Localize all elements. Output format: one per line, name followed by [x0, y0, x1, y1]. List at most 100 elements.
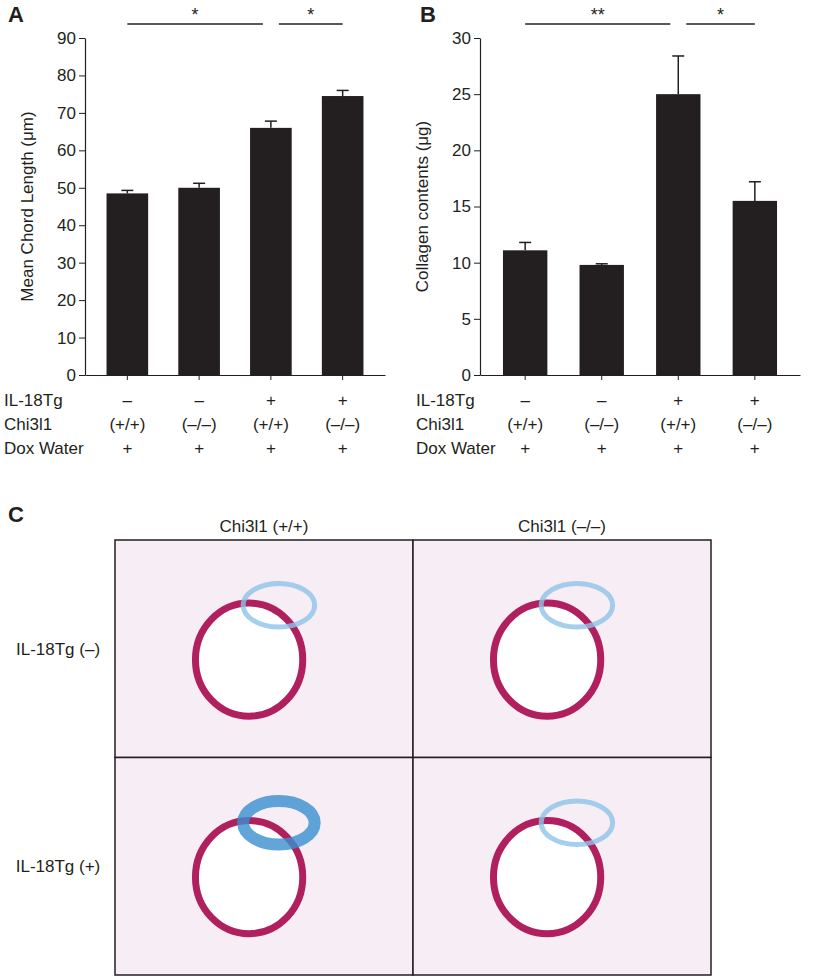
y-axis: 0 5 10 15 20 25 30: [452, 29, 480, 385]
tick-mark: [754, 375, 755, 380]
tick-label: 25: [452, 85, 471, 104]
condition-value: +: [338, 391, 348, 410]
tick: [199, 375, 200, 380]
condition-value: +: [750, 391, 760, 410]
tick-mark: [474, 375, 480, 376]
tick-mark: [79, 263, 85, 264]
chart: B051015202530Collagen contents (μg)IL-18…: [413, 2, 801, 458]
condition-value: +: [597, 439, 607, 458]
tick: 0: [462, 366, 480, 385]
error-bar: [749, 182, 761, 201]
error-bar: [519, 242, 531, 250]
tick-label: 15: [452, 197, 471, 216]
row-label: Dox Water: [4, 439, 84, 458]
error-bar: [193, 183, 205, 187]
tick-mark: [525, 375, 526, 380]
error-bar: [337, 90, 349, 96]
micrograph: [413, 540, 711, 758]
significance-label: *: [717, 5, 724, 25]
error-stem: [524, 242, 526, 250]
tick: 30: [57, 254, 85, 273]
condition-value: –: [520, 391, 530, 410]
condition-value: +: [673, 391, 683, 410]
error-stem: [754, 182, 756, 201]
tick: 25: [452, 85, 480, 104]
micrograph-frame: [413, 758, 711, 976]
tick: 30: [452, 29, 480, 48]
micrograph-frame: [413, 540, 711, 758]
tick-mark: [474, 207, 480, 208]
tick: [525, 375, 526, 380]
tick: [678, 375, 679, 380]
collagen-stain: [243, 801, 315, 845]
error-cap: [596, 263, 608, 265]
tick-label: 20: [57, 291, 76, 310]
condition-value: (–/–): [737, 415, 772, 434]
error-cap: [749, 181, 761, 183]
bar: [656, 94, 700, 375]
tick-mark: [79, 75, 85, 76]
axis-line: [481, 375, 801, 376]
error-stem: [678, 56, 680, 94]
condition-value: +: [266, 439, 276, 458]
condition-value: +: [520, 439, 530, 458]
tick-label: 90: [57, 29, 76, 48]
tick-label: 70: [57, 104, 76, 123]
y-axis-title: Collagen contents (μg): [413, 121, 432, 292]
condition-value: +: [338, 439, 348, 458]
condition-value: –: [597, 391, 607, 410]
tick-label: 20: [452, 141, 471, 160]
micrograph-frame: [115, 540, 413, 758]
tick-mark: [127, 375, 128, 380]
error-stem: [270, 121, 272, 128]
tick-label: 80: [57, 66, 76, 85]
panel-c: CChi3l1 (+/+)Chi3l1 (–/–)IL-18Tg (–)IL-1…: [8, 502, 711, 975]
tick: 40: [57, 216, 85, 235]
collagen-stain: [541, 801, 613, 845]
bar: [178, 188, 220, 375]
row-label: Chi3l1: [4, 415, 52, 434]
tick: 90: [57, 29, 85, 48]
tick-label: 10: [452, 254, 471, 273]
tick-mark: [79, 150, 85, 151]
row-label: IL-18Tg (–): [16, 640, 100, 659]
collagen-stain: [541, 584, 613, 628]
error-bar: [596, 264, 608, 265]
tick: 70: [57, 104, 85, 123]
micrograph: [115, 758, 413, 976]
tick: 5: [462, 310, 480, 329]
tick: [342, 375, 343, 380]
tick: [601, 375, 602, 380]
tick-mark: [79, 375, 85, 376]
tick-label: 40: [57, 216, 76, 235]
column-label: Chi3l1 (–/–): [518, 517, 606, 536]
tick-mark: [79, 38, 85, 39]
tick-mark: [79, 338, 85, 339]
condition-value: +: [673, 439, 683, 458]
panel-label: C: [8, 502, 24, 527]
condition-value: (–/–): [584, 415, 619, 434]
tick: 15: [452, 197, 480, 216]
bar: [503, 250, 547, 375]
condition-value: –: [123, 391, 133, 410]
row-label: Dox Water: [416, 439, 496, 458]
condition-value: +: [122, 439, 132, 458]
tick-mark: [79, 113, 85, 114]
tick-mark: [474, 150, 480, 151]
micrograph: [413, 758, 711, 976]
tick: [127, 375, 128, 380]
tick-mark: [678, 375, 679, 380]
tick-label: 5: [462, 310, 471, 329]
tick-mark: [474, 38, 480, 39]
tick: 80: [57, 66, 85, 85]
tick-mark: [601, 375, 602, 380]
collagen-stain: [243, 584, 315, 628]
chart: A0102030405060708090Mean Chord Length (μ…: [4, 2, 386, 458]
tick-mark: [79, 300, 85, 301]
tick-mark: [342, 375, 343, 380]
significance-label: *: [192, 5, 199, 25]
condition-value: +: [194, 439, 204, 458]
tick-mark: [474, 263, 480, 264]
tick-mark: [270, 375, 271, 380]
tick-label: 10: [57, 328, 76, 347]
